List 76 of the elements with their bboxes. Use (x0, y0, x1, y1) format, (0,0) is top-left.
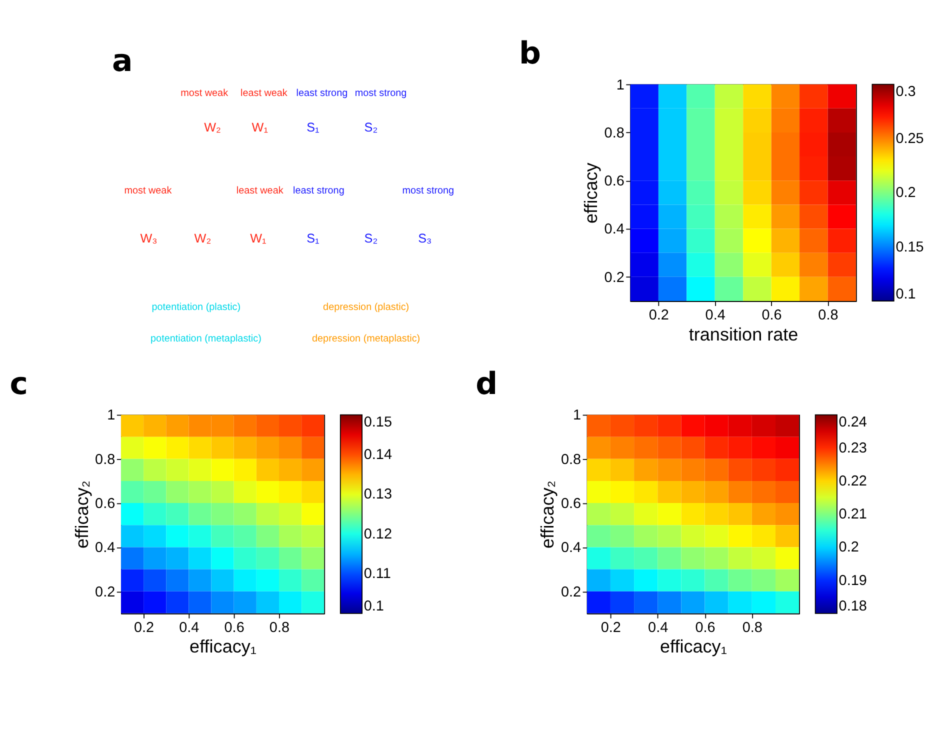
y-tick-label: 0.4 (604, 222, 624, 238)
color-bar-label: 0.12 (364, 526, 392, 542)
chart-title: b (518, 36, 541, 72)
y-tick-label: 0.6 (604, 174, 624, 190)
y-tick-label: 0.2 (95, 584, 116, 600)
color-bar-label: 0.13 (364, 486, 392, 503)
y-tick-label: 0.8 (604, 125, 624, 142)
color-bar-label: 0.3 (896, 84, 916, 100)
x-axis-title: efficacy₁ (660, 636, 727, 657)
y-tick-label: 0.8 (560, 452, 582, 468)
text: depression (plastic) (323, 302, 410, 314)
text: least weak (236, 186, 284, 197)
color-bar-label: 0.1 (364, 598, 384, 615)
y-axis-title: efficacy (581, 162, 602, 224)
color-bar-label: 0.11 (364, 566, 391, 582)
color-bar-label: 0.24 (838, 414, 867, 431)
color-bar-label: 0.14 (364, 447, 392, 464)
chart-title: c (10, 367, 28, 402)
color-bar-label: 0.18 (838, 598, 867, 615)
y-axis-title: efficacy₂ (538, 480, 558, 548)
text: W₂ (204, 120, 221, 134)
text: least strong (296, 88, 348, 100)
text: a (112, 44, 133, 79)
color-bar-label: 0.22 (838, 473, 867, 490)
x-tick-label: 0.8 (269, 620, 290, 636)
y-tick-label: 0.4 (560, 540, 582, 556)
text: potentiation (metaplastic) (150, 334, 262, 345)
y-axis-title: efficacy₂ (72, 480, 92, 548)
x-tick-label: 0.4 (179, 620, 200, 636)
y-tick-label: 0.8 (95, 452, 116, 468)
y-tick-label: 0.4 (95, 540, 116, 556)
x-tick-label: 0.4 (705, 308, 726, 324)
y-tick-label: 0.6 (560, 496, 582, 512)
x-tick-label: 0.2 (134, 620, 154, 636)
text: most weak (180, 88, 228, 100)
text: S₂ (364, 231, 378, 246)
color-bar-label: 0.15 (896, 239, 924, 256)
y-tick-label: 0.2 (604, 270, 624, 286)
color-bar-label: 0.15 (364, 414, 392, 431)
text: W₁ (252, 120, 268, 134)
text: least weak (240, 88, 288, 100)
x-axis-title: efficacy₁ (190, 636, 256, 657)
text: most weak (124, 186, 172, 197)
color-bar-label: 0.2 (896, 185, 916, 202)
color-bar-label: 0.23 (838, 440, 867, 456)
color-bar-label: 0.25 (896, 130, 924, 147)
x-tick-label: 0.8 (742, 620, 762, 636)
text: S₁ (306, 120, 320, 134)
color-bar-label: 0.21 (838, 506, 867, 523)
text: S₂ (364, 120, 378, 134)
y-tick-label: 0.6 (95, 496, 116, 512)
text: least strong (293, 186, 344, 197)
text: W₃ (140, 231, 158, 246)
text: depression (metaplastic) (312, 334, 420, 345)
text: W₁ (250, 231, 266, 246)
text: W₂ (194, 231, 212, 246)
x-tick-label: 0.6 (224, 620, 244, 636)
color-bar-label: 0.19 (838, 572, 867, 589)
y-tick-label: 0.2 (560, 584, 582, 600)
y-tick-label: 1 (616, 77, 624, 94)
color-bar-label: 0.1 (896, 286, 916, 302)
y-tick-label: 1 (107, 408, 116, 424)
text: S₁ (306, 231, 320, 246)
text: most strong (354, 88, 407, 100)
y-tick-label: 1 (572, 408, 582, 424)
color-bar-label: 0.2 (838, 540, 859, 556)
text: most strong (402, 186, 454, 197)
text: S₃ (418, 231, 432, 246)
x-tick-label: 0.2 (648, 308, 669, 324)
chart-title: d (476, 367, 498, 402)
text: potentiation (plastic) (152, 302, 241, 314)
x-tick-label: 0.8 (818, 308, 838, 324)
x-tick-label: 0.4 (648, 620, 668, 636)
x-tick-label: 0.6 (762, 308, 782, 324)
x-tick-label: 0.6 (695, 620, 716, 636)
x-axis-title: transition rate (688, 324, 798, 344)
